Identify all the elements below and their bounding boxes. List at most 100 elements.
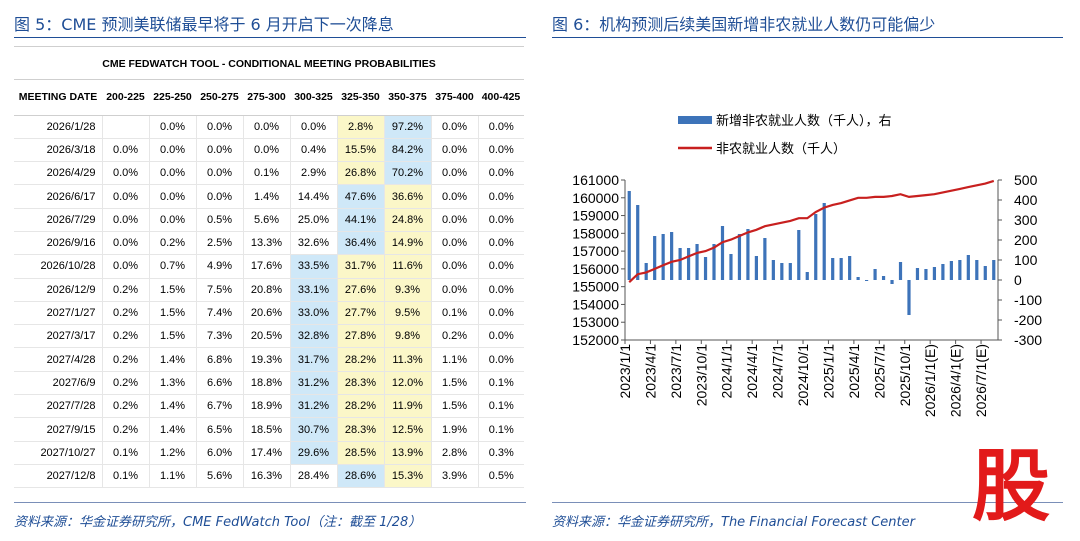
table-row: 2026/4/29 0.0% 0.0% 0.0% 0.1% 2.9% 26.8% 70.2% 0… [14, 161, 524, 186]
bar-new-jobs [636, 205, 640, 280]
bar-new-jobs [746, 229, 750, 280]
table-row: 2026/9/16 0.0% 0.2% 2.5% 13.3% 32.6% 36.4% 14.9… [14, 231, 524, 256]
probability-cell: 26.8% [336, 161, 384, 186]
header-range-325-350: 325-350 [337, 80, 384, 116]
x-axis-tick-label: 2023/7/1 [668, 344, 684, 399]
probability-cell: 1.5% [148, 324, 196, 349]
left-axis-tick-label: 152000 [572, 332, 619, 348]
right-axis-tick-label: -100 [1014, 292, 1042, 308]
probability-cell: 2.8% [336, 115, 384, 139]
bar-new-jobs [890, 280, 894, 284]
bar-new-jobs [754, 256, 758, 280]
probability-cell: 27.8% [336, 324, 384, 349]
left-axis-tick-label: 155000 [572, 279, 619, 295]
probability-cell: 70.2% [383, 161, 431, 186]
table-body: 2026/1/28 0.0% 0.0% 0.0% 0.0% 2.8% 97.2% 0.0% 0.… [14, 115, 524, 489]
legend-bar-swatch [678, 116, 712, 124]
table-row: 2027/1/27 0.2% 1.5% 7.4% 20.6% 33.0% 27.7% 9.5%… [14, 301, 524, 326]
probability-cell: 9.3% [383, 278, 431, 302]
probability-cell: 7.4% [195, 301, 243, 326]
x-axis-tick-label: 2025/10/1 [897, 344, 913, 406]
left-figure-title: 图 5：CME 预测美联储最早将于 6 月开启下一次降息 [14, 15, 394, 34]
x-axis-tick-label: 2025/4/1 [846, 344, 862, 399]
probability-cell: 0.2% [101, 371, 149, 396]
bar-new-jobs [873, 269, 877, 280]
header-range-225-250: 225-250 [149, 80, 196, 116]
probability-cell: 0.1% [477, 394, 524, 419]
right-axis-tick-label: 400 [1014, 192, 1038, 208]
header-meeting-date: MEETING DATE [14, 80, 102, 116]
header-range-375-400: 375-400 [431, 80, 478, 116]
meeting-date-cell: 2027/12/8 [14, 464, 102, 489]
probability-cell: 0.0% [148, 184, 196, 209]
probability-cell: 30.7% [289, 417, 337, 442]
bar-new-jobs [729, 254, 733, 280]
header-range-250-275: 250-275 [196, 80, 243, 116]
probability-cell: 36.6% [383, 184, 431, 209]
bar-new-jobs [898, 262, 903, 280]
line-total-jobs [628, 179, 995, 284]
x-axis-tick-label: 2023/4/1 [642, 344, 658, 399]
probability-cell: 28.5% [336, 441, 384, 465]
probability-cell: 0.2% [430, 324, 478, 349]
probability-cell: 0.0% [148, 138, 196, 163]
bar-new-jobs [831, 258, 835, 280]
probability-cell: 12.5% [383, 417, 431, 442]
probability-cell: 28.2% [336, 394, 384, 419]
table-title: CME FEDWATCH TOOL - CONDITIONAL MEETING … [14, 46, 524, 80]
table-row: 2026/12/9 0.2% 1.5% 7.5% 20.8% 33.1% 27.6% 9.3%… [14, 278, 524, 302]
x-axis-tick-label: 2026/7/1(E) [973, 344, 989, 417]
probability-cell: 25.0% [289, 208, 337, 232]
right-axis-tick-label: 300 [1014, 212, 1038, 228]
probability-cell: 0.2% [101, 324, 149, 349]
probability-cell: 0.0% [477, 254, 524, 279]
table-row: 2026/7/29 0.0% 0.0% 0.5% 5.6% 25.0% 44.1% 24.8%… [14, 208, 524, 232]
probability-cell: 1.1% [430, 347, 478, 372]
legend-label-new-jobs: 新增非农就业人数（千人），右 [716, 113, 892, 129]
probability-cell: 36.4% [336, 231, 384, 256]
right-title-rule [552, 37, 1063, 38]
probability-cell: 0.1% [477, 417, 524, 442]
probability-cell: 0.0% [477, 184, 524, 209]
bar-new-jobs [839, 258, 843, 280]
left-axis-tick-label: 156000 [572, 261, 619, 277]
meeting-date-cell: 2027/10/27 [14, 441, 102, 465]
probability-cell: 31.7% [289, 347, 337, 372]
probability-cell: 2.9% [289, 161, 337, 186]
right-axis-tick-label: 200 [1014, 232, 1038, 248]
bar-new-jobs [737, 234, 742, 280]
table-row: 2026/3/18 0.0% 0.0% 0.0% 0.0% 0.4% 15.5% 84.2% 0… [14, 138, 524, 163]
right-source: 资料来源：华金证券研究所，The Financial Forecast Cent… [552, 515, 915, 530]
probability-cell: 1.5% [430, 371, 478, 396]
bar-new-jobs [763, 238, 767, 280]
legend-label-total-jobs: 非农就业人数（千人） [716, 142, 846, 157]
probability-cell: 0.0% [195, 115, 243, 139]
probability-cell: 4.9% [195, 254, 243, 279]
probability-cell: 20.5% [242, 324, 290, 349]
probability-cell: 32.8% [289, 324, 337, 349]
bar-new-jobs [720, 226, 725, 280]
probability-cell: 12.0% [383, 371, 431, 396]
probability-cell: 0.2% [101, 347, 149, 372]
probability-cell [101, 115, 149, 139]
probability-cell: 1.5% [430, 394, 478, 419]
probability-cell: 0.2% [101, 417, 149, 442]
probability-cell: 28.4% [289, 464, 337, 489]
bar-new-jobs [703, 257, 708, 280]
header-range-300-325: 300-325 [290, 80, 337, 116]
header-range-400-425: 400-425 [478, 80, 524, 116]
probability-cell: 0.0% [477, 278, 524, 302]
probability-cell: 0.0% [430, 138, 478, 163]
probability-cell: 0.1% [477, 371, 524, 396]
bar-new-jobs [941, 264, 945, 280]
header-range-200-225: 200-225 [102, 80, 149, 116]
bar-new-jobs [924, 269, 928, 280]
probability-cell: 47.6% [336, 184, 384, 209]
left-axis-tick-label: 158000 [572, 225, 619, 241]
bar-new-jobs [788, 263, 792, 280]
probability-cell: 0.2% [101, 301, 149, 326]
meeting-date-cell: 2026/6/17 [14, 184, 102, 209]
right-source-rule [552, 502, 1063, 503]
table-row: 2026/1/28 0.0% 0.0% 0.0% 0.0% 2.8% 97.2% 0.0% 0.… [14, 115, 524, 139]
